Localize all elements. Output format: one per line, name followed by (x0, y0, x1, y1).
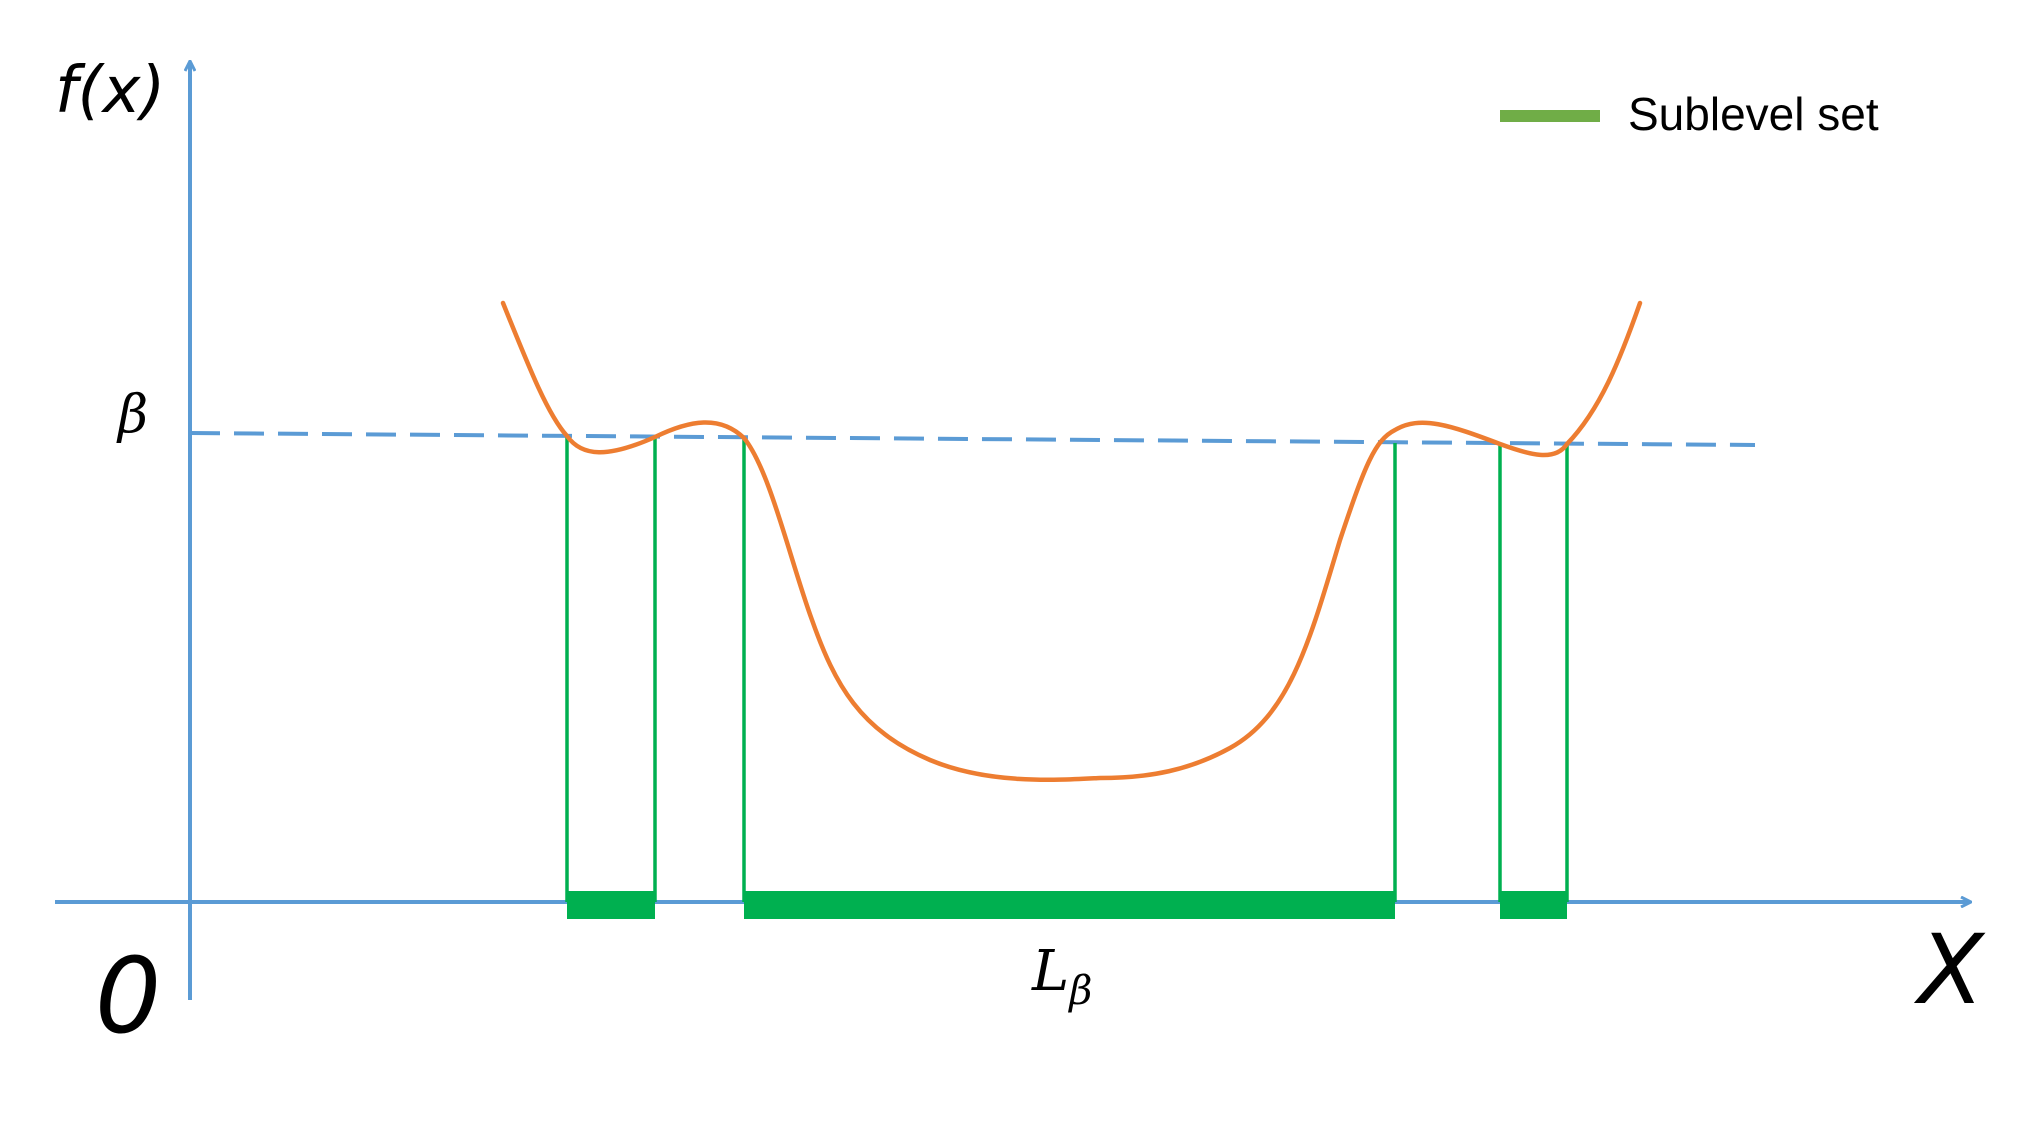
function-curve (500, 300, 1643, 783)
y-axis-label: f(x) (55, 54, 165, 128)
sublevel-set-label: Lβ (1031, 939, 1092, 1014)
beta-level-line (189, 431, 1756, 447)
sublevel-interval-3 (1500, 891, 1567, 919)
sublevel-interval-1 (567, 891, 655, 919)
sublevel-set-intervals (567, 891, 1567, 919)
legend-label: Sublevel set (1628, 88, 1879, 140)
sublevel-boundaries (565, 436, 1569, 902)
legend-swatch (1500, 110, 1600, 122)
origin-label: 0 (95, 935, 161, 1057)
beta-label: β (116, 385, 148, 445)
sublevel-set-label-subscript: β (1067, 968, 1092, 1014)
legend: Sublevel set (1500, 88, 1879, 140)
x-axis-label: X (1913, 914, 1986, 1026)
sublevel-set-label-base: L (1031, 939, 1069, 1004)
sublevel-interval-2 (744, 891, 1395, 919)
